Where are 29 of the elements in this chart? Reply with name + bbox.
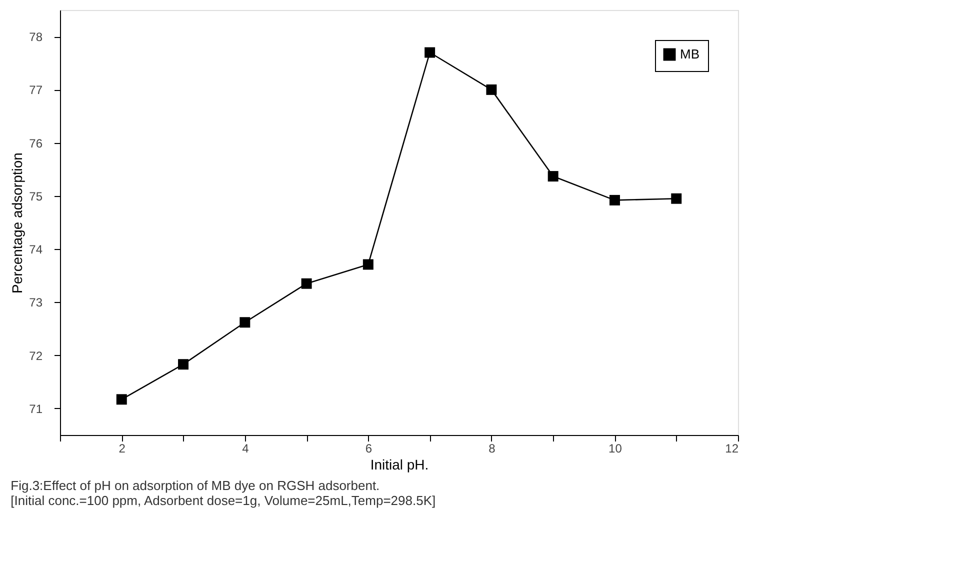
y-axis-title: Percentage adsorption [9,152,26,294]
point [240,317,250,328]
point [424,47,436,58]
y-tick-label: 72 [29,348,43,363]
point [609,194,620,206]
point [548,171,558,182]
legend-label: MB [680,46,700,62]
point [116,394,127,405]
x-tick-label: 2 [118,442,126,456]
y-tick-label: 77 [29,83,43,98]
point [178,359,189,370]
y-tick-label: 73 [29,296,43,310]
point [362,259,374,270]
point [301,278,312,289]
point [671,193,682,204]
x-axis-title: Initial pH. [370,456,429,472]
y-tick-label: 76 [29,136,43,150]
x-tick-label: 8 [488,442,496,456]
y-tick-label: 71 [29,402,43,416]
x-tick-label: 4 [242,442,250,456]
y-tick-label: 74 [29,242,43,257]
x-tick-label: 6 [365,442,372,456]
caption: Fig.3:Effect of pH on adsorption of MB dye on RGSH adsorbent. [10,478,380,493]
x-tick-label: 10 [608,442,622,456]
x-tick-label: 12 [725,442,739,456]
y-tick-label: 75 [29,189,43,204]
point [486,84,497,95]
text: [Initial conc.=100 ppm, Adsorbent dose=1g, Volume=25mL,Temp=298.5K] [10,493,436,508]
y-tick-label: 78 [29,30,43,44]
